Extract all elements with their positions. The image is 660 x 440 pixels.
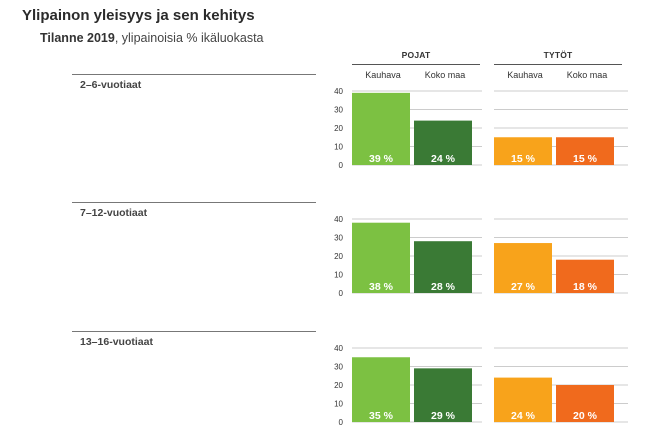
bar-tytot-kauhava xyxy=(494,137,552,165)
row-divider xyxy=(72,331,316,332)
data-label-pojat-koko-maa: 29 % xyxy=(431,410,456,422)
bar-tytot-koko-maa xyxy=(556,137,614,165)
data-label-pojat-kauhava: 35 % xyxy=(369,410,394,422)
data-label-pojat-kauhava: 39 % xyxy=(369,153,394,165)
y-tick-label: 20 xyxy=(334,381,343,390)
y-tick-label: 0 xyxy=(339,161,344,170)
data-label-tytot-kauhava: 15 % xyxy=(511,153,536,165)
bar-pojat-kauhava xyxy=(352,357,410,422)
data-label-pojat-koko-maa: 24 % xyxy=(431,153,456,165)
y-tick-label: 30 xyxy=(334,363,343,372)
series-header-pojat-kauhava: Kauhava xyxy=(365,70,401,80)
y-tick-label: 40 xyxy=(334,87,343,96)
bar-chart-row-7-12: 0 10 20 30 40 38 % 28 % 27 % 18 % xyxy=(334,215,628,298)
data-label-tytot-kauhava: 27 % xyxy=(511,281,536,293)
y-tick-label: 40 xyxy=(334,215,343,224)
series-header-tytot-koko-maa: Koko maa xyxy=(566,70,608,80)
data-label-pojat-kauhava: 38 % xyxy=(369,281,394,293)
row-label-7-12: 7–12-vuotiaat xyxy=(80,207,148,219)
data-label-tytot-koko-maa: 18 % xyxy=(573,281,598,293)
bar-pojat-koko-maa xyxy=(414,368,472,422)
bar-pojat-koko-maa xyxy=(414,120,472,165)
y-tick-label: 10 xyxy=(334,271,343,280)
bar-tytot-kauhava xyxy=(494,243,552,293)
subtitle-rest: , ylipainoisia % ikäluokasta xyxy=(114,31,264,45)
bar-chart-row-13-16: 0 10 20 30 40 35 % 29 % 24 % 20 % xyxy=(334,344,628,427)
bar-tytot-koko-maa xyxy=(556,259,614,293)
y-tick-label: 20 xyxy=(334,252,343,261)
series-header-tytot-kauhava: Kauhava xyxy=(507,70,543,80)
y-tick-label: 0 xyxy=(339,289,344,298)
row-divider xyxy=(72,74,316,75)
row-divider xyxy=(72,202,316,203)
y-tick-label: 40 xyxy=(334,344,343,353)
bar-tytot-koko-maa xyxy=(556,385,614,422)
y-tick-label: 10 xyxy=(334,400,343,409)
group-header-tytot: TYTÖT xyxy=(543,50,573,60)
group-underline-tytot xyxy=(494,64,622,65)
bar-pojat-kauhava xyxy=(352,222,410,293)
data-label-tytot-koko-maa: 20 % xyxy=(573,410,598,422)
group-underline-pojat xyxy=(352,64,480,65)
y-tick-label: 30 xyxy=(334,106,343,115)
row-label-2-6: 2–6-vuotiaat xyxy=(80,79,142,91)
bar-pojat-kauhava xyxy=(352,92,410,165)
y-tick-label: 20 xyxy=(334,124,343,133)
series-header-pojat-koko-maa: Koko maa xyxy=(424,70,466,80)
subtitle-bold: Tilanne 2019 xyxy=(40,31,115,45)
group-header-pojat: POJAT xyxy=(401,50,431,60)
y-tick-label: 0 xyxy=(339,418,344,427)
chart-title: Ylipainon yleisyys ja sen kehitys xyxy=(22,7,255,24)
data-label-tytot-kauhava: 24 % xyxy=(511,410,536,422)
chart-subtitle: Tilanne 2019, ylipainoisia % ikäluokasta xyxy=(40,31,264,45)
row-label-13-16: 13–16-vuotiaat xyxy=(80,336,153,348)
y-tick-label: 10 xyxy=(334,143,343,152)
bar-tytot-kauhava xyxy=(494,377,552,422)
data-label-pojat-koko-maa: 28 % xyxy=(431,281,456,293)
bar-pojat-koko-maa xyxy=(414,241,472,293)
bar-chart-row-2-6: 0 10 20 30 40 39 % 24 % 15 % 15 % xyxy=(334,87,628,170)
data-label-tytot-koko-maa: 15 % xyxy=(573,153,598,165)
y-tick-label: 30 xyxy=(334,234,343,243)
